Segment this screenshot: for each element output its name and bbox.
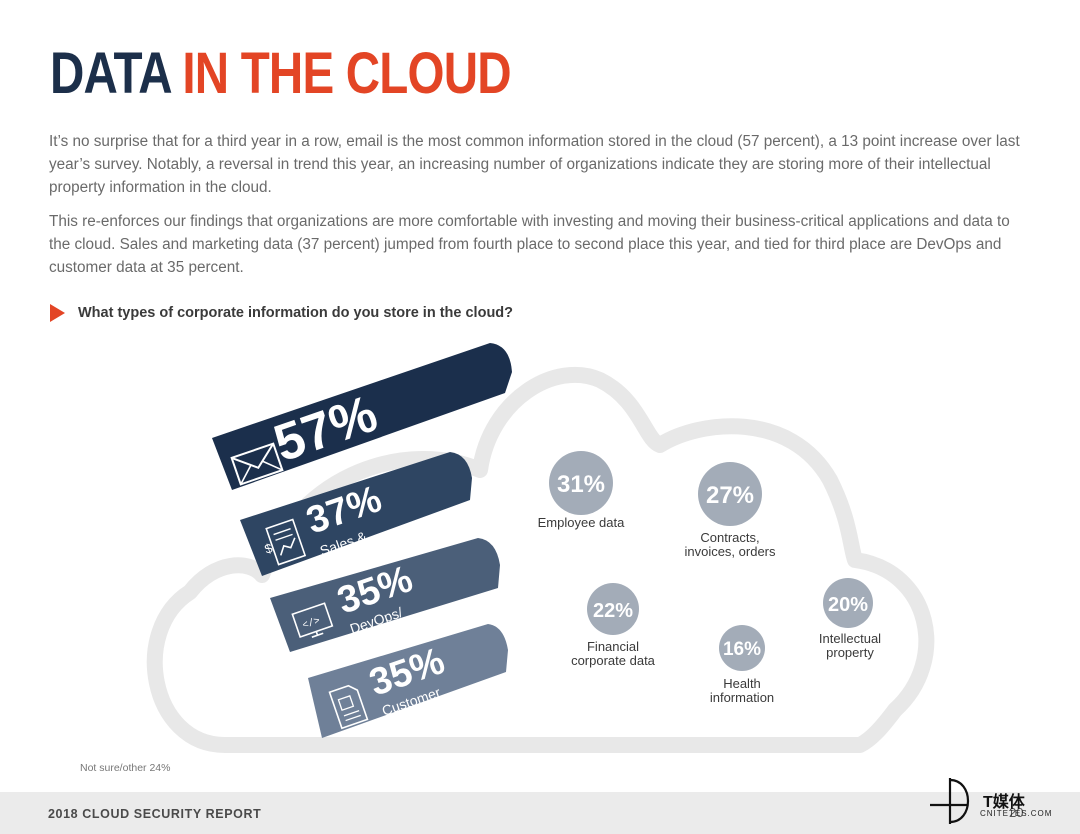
customer-file-icon bbox=[328, 684, 369, 730]
watermark-text-en: CNITETES.COM bbox=[980, 809, 1053, 818]
bubble-contracts-value: 27% bbox=[706, 482, 754, 509]
page-number: 20 bbox=[1009, 805, 1024, 820]
bubble-contracts: 27% Contracts, invoices, orders bbox=[684, 462, 776, 559]
cloud-outline bbox=[146, 366, 935, 753]
bubble-ip-value: 20% bbox=[828, 594, 868, 616]
intro-paragraph-2: This re-enforces our findings that organ… bbox=[49, 213, 1010, 276]
bubble-financial-label-1: Financial bbox=[587, 639, 639, 654]
code-monitor-icon: </> bbox=[291, 602, 334, 639]
banner-customer: 35% Customer data bbox=[308, 624, 508, 738]
footer-bar: 2018 CLOUD SECURITY REPORT 20 bbox=[0, 792, 1080, 834]
bubble-employee-label: Employee data bbox=[538, 515, 625, 530]
watermark-logo-icon bbox=[930, 778, 970, 824]
play-arrow-icon bbox=[50, 304, 65, 322]
bubble-contracts-label-2: invoices, orders bbox=[684, 544, 776, 559]
chart-document-icon: $ bbox=[263, 518, 307, 566]
question-text: What types of corporate information do y… bbox=[78, 305, 514, 321]
bubble-employee-value: 31% bbox=[557, 471, 605, 498]
page-title: DATA IN THE CLOUD bbox=[50, 40, 512, 107]
banner-devops: </> 35% DevOps/ development data bbox=[270, 538, 500, 652]
bubble-health-label-2: information bbox=[710, 690, 774, 705]
bubble-intellectual-property: 20% Intellectual property bbox=[819, 578, 881, 660]
bubble-health-label-1: Health bbox=[723, 676, 761, 691]
title-red-part: IN THE CLOUD bbox=[182, 41, 511, 106]
bubble-health-value: 16% bbox=[723, 639, 761, 660]
intro-paragraph-1: It’s no surprise that for a third year i… bbox=[49, 133, 1020, 196]
not-sure-note: Not sure/other 24% bbox=[80, 762, 171, 774]
bubble-ip-label-1: Intellectual bbox=[819, 631, 881, 646]
watermark-text-cn: T媒体 bbox=[983, 794, 1025, 811]
bubble-health: 16% Health information bbox=[710, 625, 774, 705]
bubble-employee-data: 31% Employee data bbox=[538, 451, 625, 530]
bubble-financial: 22% Financial corporate data bbox=[571, 583, 656, 668]
bubble-contracts-label-1: Contracts, bbox=[700, 530, 759, 545]
bubble-financial-value: 22% bbox=[593, 600, 633, 622]
envelope-icon bbox=[230, 442, 284, 486]
report-name: 2018 CLOUD SECURITY REPORT bbox=[48, 807, 262, 821]
bubble-financial-label-2: corporate data bbox=[571, 653, 656, 668]
survey-question: What types of corporate information do y… bbox=[50, 304, 513, 322]
svg-text:</>: </> bbox=[301, 615, 322, 632]
title-dark-part: DATA bbox=[50, 41, 171, 106]
bubble-ip-label-2: property bbox=[826, 645, 874, 660]
